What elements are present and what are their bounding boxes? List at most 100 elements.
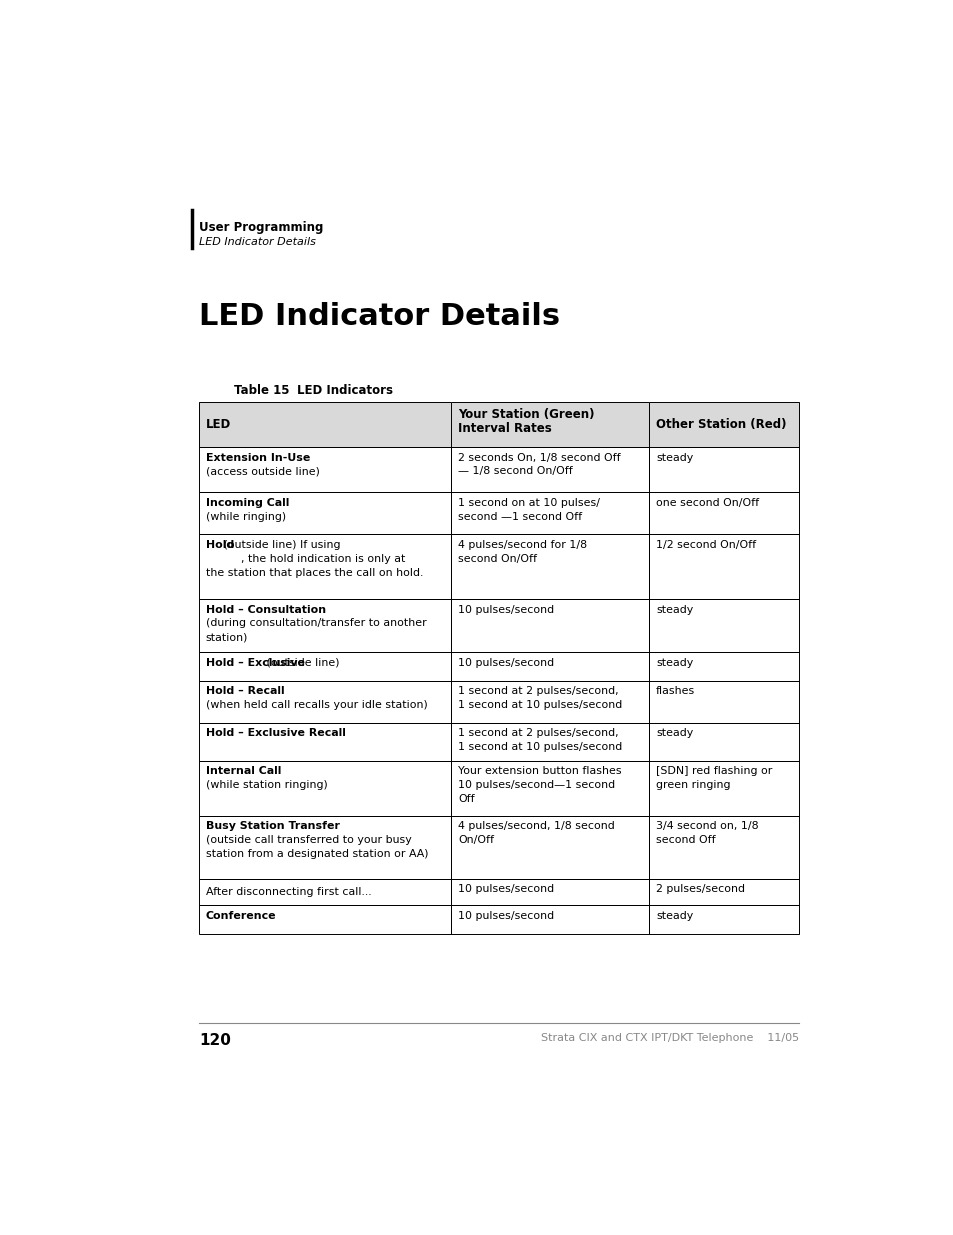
Bar [649, 535, 799, 599]
Bar [451, 652, 649, 680]
Bar [451, 905, 649, 934]
Bar [451, 722, 649, 761]
Text: Extension In-Use: Extension In-Use [206, 452, 310, 462]
Text: LED Indicator Details: LED Indicator Details [199, 237, 315, 247]
Text: 1 second at 10 pulses/second: 1 second at 10 pulses/second [457, 700, 621, 710]
Bar [649, 878, 799, 905]
Text: green ringing: green ringing [656, 781, 730, 790]
Bar [199, 905, 451, 934]
Text: steady: steady [656, 658, 693, 668]
Bar [451, 816, 649, 878]
Bar [199, 599, 451, 652]
Bar [451, 447, 649, 493]
Text: second On/Off: second On/Off [457, 553, 537, 564]
Text: Hold – Exclusive: Hold – Exclusive [206, 658, 304, 668]
Bar [649, 403, 799, 447]
Text: Conference: Conference [206, 911, 276, 921]
Text: Your Station (Green): Your Station (Green) [457, 408, 594, 421]
Text: steady: steady [656, 605, 693, 615]
Text: 1 second on at 10 pulses/: 1 second on at 10 pulses/ [457, 498, 599, 508]
Text: (outside line): (outside line) [262, 658, 338, 668]
Text: 10 pulses/second: 10 pulses/second [457, 605, 554, 615]
Bar [649, 403, 799, 447]
Bar [199, 816, 451, 878]
Bar [199, 403, 451, 447]
Bar [199, 722, 451, 761]
Text: 10 pulses/second—1 second: 10 pulses/second—1 second [457, 781, 615, 790]
Text: 10 pulses/second: 10 pulses/second [457, 911, 554, 921]
Text: 4 pulses/second, 1/8 second: 4 pulses/second, 1/8 second [457, 821, 614, 831]
Text: Busy Station Transfer: Busy Station Transfer [206, 821, 339, 831]
Text: station from a designated station or AA): station from a designated station or AA) [206, 848, 428, 860]
Text: second —1 second Off: second —1 second Off [457, 513, 581, 522]
Bar [199, 652, 451, 680]
Text: 2 seconds On, 1/8 second Off: 2 seconds On, 1/8 second Off [457, 452, 619, 462]
Text: On/Off: On/Off [457, 835, 494, 845]
Text: (outside call transferred to your busy: (outside call transferred to your busy [206, 835, 411, 845]
Text: Hold – Recall: Hold – Recall [206, 687, 284, 697]
Text: LED Indicator Details: LED Indicator Details [199, 303, 559, 331]
Bar [649, 652, 799, 680]
Text: 1 second at 10 pulses/second: 1 second at 10 pulses/second [457, 742, 621, 752]
Text: Hold: Hold [206, 540, 233, 550]
Bar [451, 878, 649, 905]
Bar [649, 680, 799, 722]
Text: 1/2 second On/Off: 1/2 second On/Off [656, 540, 756, 550]
Text: 2 pulses/second: 2 pulses/second [656, 884, 744, 894]
Text: 10 pulses/second: 10 pulses/second [457, 884, 554, 894]
Text: steady: steady [656, 452, 693, 462]
Text: (while station ringing): (while station ringing) [206, 781, 327, 790]
Bar [649, 722, 799, 761]
Text: (while ringing): (while ringing) [206, 513, 286, 522]
Text: steady: steady [656, 911, 693, 921]
Bar [451, 680, 649, 722]
Text: Hold – Consultation: Hold – Consultation [206, 605, 326, 615]
Text: one second On/Off: one second On/Off [656, 498, 759, 508]
Text: Incoming Call: Incoming Call [206, 498, 289, 508]
Text: After disconnecting first call...: After disconnecting first call... [206, 887, 371, 897]
Text: Your extension button flashes: Your extension button flashes [457, 766, 620, 777]
Bar [199, 878, 451, 905]
Text: Off: Off [457, 794, 474, 804]
Text: [SDN] red flashing or: [SDN] red flashing or [656, 766, 772, 777]
Bar [199, 493, 451, 535]
Bar [649, 447, 799, 493]
Text: (outside line) If using: (outside line) If using [220, 540, 340, 550]
Text: Hold – Exclusive Recall: Hold – Exclusive Recall [206, 729, 345, 739]
Text: , the hold indication is only at: , the hold indication is only at [206, 553, 405, 564]
Text: second Off: second Off [656, 835, 715, 845]
Bar [451, 761, 649, 816]
Text: 4 pulses/second for 1/8: 4 pulses/second for 1/8 [457, 540, 586, 550]
Text: 1 second at 2 pulses/second,: 1 second at 2 pulses/second, [457, 729, 618, 739]
Text: 1 second at 2 pulses/second,: 1 second at 2 pulses/second, [457, 687, 618, 697]
Text: LED: LED [206, 417, 231, 431]
Bar [649, 905, 799, 934]
Text: 120: 120 [199, 1032, 231, 1047]
Bar [649, 599, 799, 652]
Text: the station that places the call on hold.: the station that places the call on hold… [206, 568, 423, 578]
Bar [451, 535, 649, 599]
Bar [451, 493, 649, 535]
Bar [199, 761, 451, 816]
Text: Internal Call: Internal Call [206, 766, 281, 777]
Text: (during consultation/transfer to another: (during consultation/transfer to another [206, 619, 426, 629]
Text: station): station) [206, 632, 248, 642]
Text: 10 pulses/second: 10 pulses/second [457, 658, 554, 668]
Text: (access outside line): (access outside line) [206, 467, 319, 477]
Text: Table 15: Table 15 [233, 384, 289, 396]
Bar [199, 447, 451, 493]
Text: (when held call recalls your idle station): (when held call recalls your idle statio… [206, 700, 427, 710]
Bar [451, 403, 649, 447]
Text: — 1/8 second On/Off: — 1/8 second On/Off [457, 467, 572, 477]
Bar [649, 493, 799, 535]
Text: Strata CIX and CTX IPT/DKT Telephone    11/05: Strata CIX and CTX IPT/DKT Telephone 11/… [540, 1032, 799, 1042]
Text: LED Indicators: LED Indicators [296, 384, 393, 396]
Text: Interval Rates: Interval Rates [457, 421, 551, 435]
Bar [649, 816, 799, 878]
Bar [649, 761, 799, 816]
Text: steady: steady [656, 729, 693, 739]
Text: Other Station (Red): Other Station (Red) [656, 417, 785, 431]
Text: User Programming: User Programming [199, 221, 323, 235]
Bar [451, 403, 649, 447]
Text: flashes: flashes [656, 687, 695, 697]
